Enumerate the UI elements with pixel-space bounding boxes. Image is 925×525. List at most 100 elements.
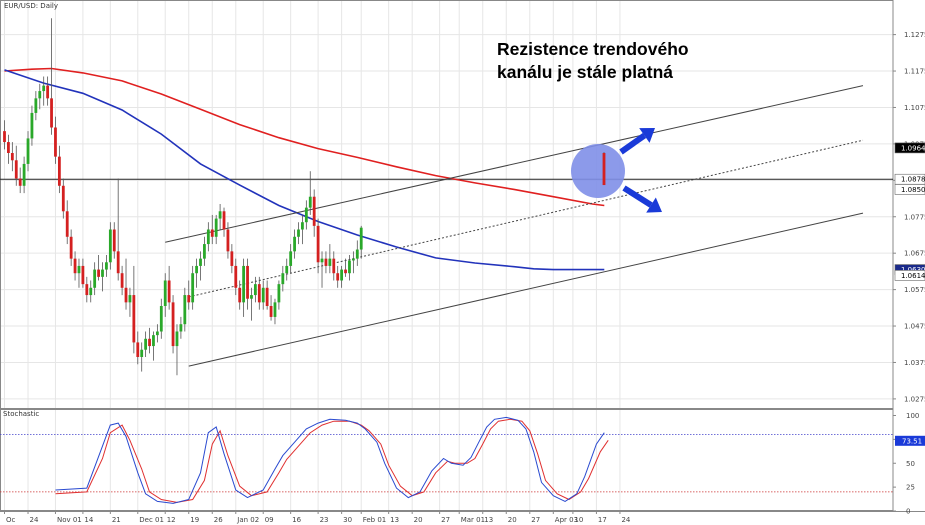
candle-body-bullish (34, 98, 38, 113)
candle-body-bullish (144, 338, 148, 350)
candle-body-bearish (14, 160, 18, 179)
y-tick-label: 1.0775 (904, 213, 925, 221)
candle-body-bearish (332, 258, 336, 274)
price-panel-border (0, 0, 894, 409)
x-tick-label: 24 (30, 516, 39, 524)
candle-body-bullish (351, 258, 355, 261)
stochastic-d-line (55, 418, 609, 503)
x-tick-label: Nov 01 (57, 516, 82, 524)
annotation-line-2: kanálu je stále platná (497, 62, 673, 82)
candle-body-bullish (140, 349, 144, 357)
price-badge: 1.0964 (894, 142, 925, 154)
stochastic-y-label: 50 (906, 460, 915, 468)
price-badge-label: 1.0878 (901, 176, 925, 184)
candle-body-bearish (269, 306, 273, 317)
x-tick-label: 30 (343, 516, 352, 524)
candle-body-bullish (30, 112, 34, 139)
candle-body-bearish (210, 229, 214, 237)
arrow-down-icon-shaft (622, 185, 653, 208)
candle-body-bullish (253, 284, 257, 296)
x-tick-label: 20 (414, 516, 423, 524)
y-tick-label: 1.1075 (904, 104, 925, 112)
candle-body-bearish (230, 251, 234, 266)
candle-body-bullish (128, 295, 132, 303)
candle-body-bullish (285, 265, 289, 274)
candle-body-bullish (159, 306, 163, 332)
candle-body-bullish (195, 265, 198, 274)
x-tick-label: 26 (214, 516, 223, 524)
candle-body-bearish (246, 265, 249, 299)
candle-body-bullish (183, 295, 187, 325)
candle-body-bullish (179, 324, 183, 332)
price-badge-label: 1.0964 (901, 144, 925, 152)
axes: 1.12751.11751.10751.09751.08751.07751.06… (4, 31, 925, 524)
channel-middle-line (188, 139, 864, 298)
x-tick-label: Oc (6, 516, 16, 524)
chart-title: EUR/USD: Daily (4, 2, 58, 10)
candle-body-bullish (355, 249, 359, 259)
stochastic-panel-border (0, 409, 894, 511)
candle-body-bearish (97, 269, 100, 277)
candle-body-bearish (116, 251, 120, 274)
candle-body-bullish (261, 287, 265, 303)
candle-body-bearish (167, 280, 171, 303)
stochastic-panel: 100755025073.51 (0, 412, 925, 516)
arrow-up-icon-shaft (619, 133, 647, 155)
candle-body-bullish (289, 251, 293, 266)
candle-body-bullish (22, 163, 26, 186)
price-badge-label: 1.0850 (901, 186, 925, 194)
price-badge-box (894, 142, 925, 154)
channel-upper-line (165, 85, 864, 243)
candle-body-bearish (136, 342, 140, 357)
x-tick-label: 27 (531, 516, 540, 524)
y-tick-label: 1.0575 (904, 286, 925, 294)
x-tick-label: 14 (84, 516, 93, 524)
x-tick-label: Jan 02 (236, 516, 259, 524)
price-badge: 1.0614 (894, 270, 925, 281)
candle-body-bullish (26, 138, 30, 164)
stochastic-y-label: 100 (906, 412, 919, 420)
candle-body-bearish (3, 131, 6, 143)
x-tick-label: Feb 01 (363, 516, 387, 524)
candle-body-bullish (108, 229, 112, 263)
candle-body-bearish (85, 284, 89, 296)
x-tick-label: 21 (112, 516, 121, 524)
candle-body-bullish (293, 236, 296, 252)
candle-body-bullish (218, 211, 222, 219)
x-tick-label: Apr 03 (555, 516, 578, 524)
candle-body-bullish (320, 258, 324, 263)
overlay-lines (0, 67, 893, 367)
price-badge: 1.0878 (894, 173, 925, 185)
candle-body-bullish (152, 335, 155, 347)
candle-body-bearish (54, 127, 57, 157)
candle-body-bullish (175, 331, 179, 347)
candle-body-bullish (340, 269, 344, 281)
x-tick-label: 24 (621, 516, 630, 524)
arrow-up-icon (619, 128, 655, 155)
candle-body-bullish (301, 222, 304, 230)
stochastic-value-badge (895, 435, 925, 446)
x-tick-label: 13 (390, 516, 399, 524)
candle-body-bearish (73, 258, 77, 274)
candle-body-bearish (226, 229, 230, 252)
y-tick-label: 1.0675 (904, 250, 925, 258)
candle-body-bearish (18, 178, 22, 186)
candle-body-bearish (222, 211, 226, 230)
latest-candle-body (602, 153, 606, 186)
y-tick-label: 1.0475 (904, 323, 925, 331)
candle-body-bullish (328, 258, 332, 266)
candle-body-bearish (7, 142, 10, 153)
candle-body-bullish (242, 265, 246, 303)
candlesticks (3, 18, 363, 376)
candle-body-bearish (81, 265, 85, 285)
candle-body-bearish (238, 287, 242, 303)
stochastic-y-label: 25 (906, 484, 915, 492)
arrow-down-icon (622, 185, 662, 213)
stochastic-k-line (55, 416, 605, 504)
candle-body-bullish (281, 273, 285, 285)
candle-body-bearish (46, 85, 50, 99)
candle-body-bullish (359, 227, 363, 250)
moving-average-slow-line (4, 67, 605, 207)
